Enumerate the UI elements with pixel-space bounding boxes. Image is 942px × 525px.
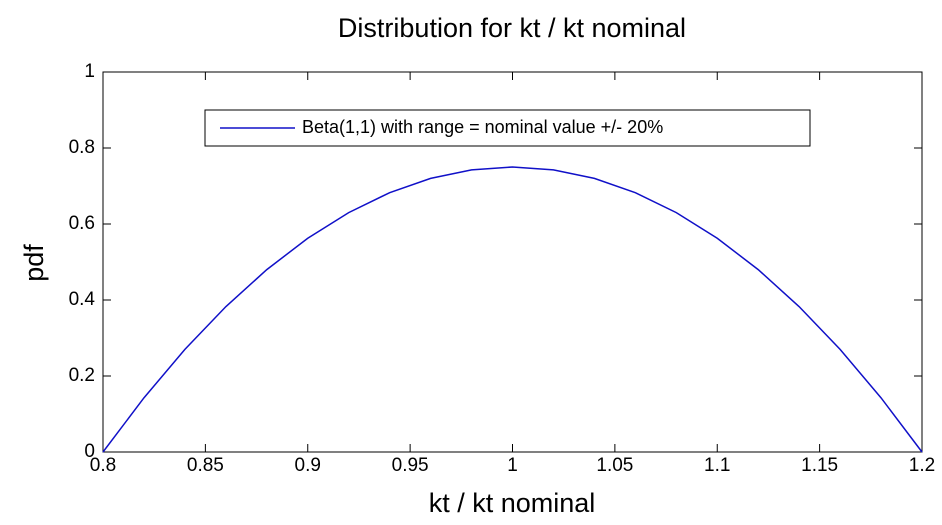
y-tick-label: 0.6 [69, 213, 95, 234]
line-series [102, 166, 923, 453]
x-tick-label: 0.8 [90, 455, 116, 476]
x-axis-label: kt / kt nominal [429, 488, 596, 518]
y-tick-label: 0.2 [69, 365, 95, 386]
x-tick-label: 1.1 [704, 455, 730, 476]
x-tick-label: 0.9 [295, 455, 321, 476]
y-axis-label: pdf [19, 244, 49, 282]
x-tick-label: 0.85 [187, 455, 224, 476]
x-tick-label: 1.05 [596, 455, 633, 476]
y-tick-label: 0.8 [69, 137, 95, 158]
y-tick-label: 0 [84, 441, 95, 462]
y-tick-label: 0.4 [69, 289, 96, 310]
x-tick-label: 1.15 [801, 455, 838, 476]
chart-title: Distribution for kt / kt nominal [338, 13, 686, 43]
x-tick-label: 1 [507, 455, 518, 476]
legend-label: Beta(1,1) with range = nominal value +/-… [302, 117, 663, 137]
x-tick-label: 0.95 [392, 455, 429, 476]
legend-box [204, 109, 811, 147]
x-tick-label: 1.2 [909, 455, 935, 476]
y-tick-label: 1 [84, 61, 95, 82]
